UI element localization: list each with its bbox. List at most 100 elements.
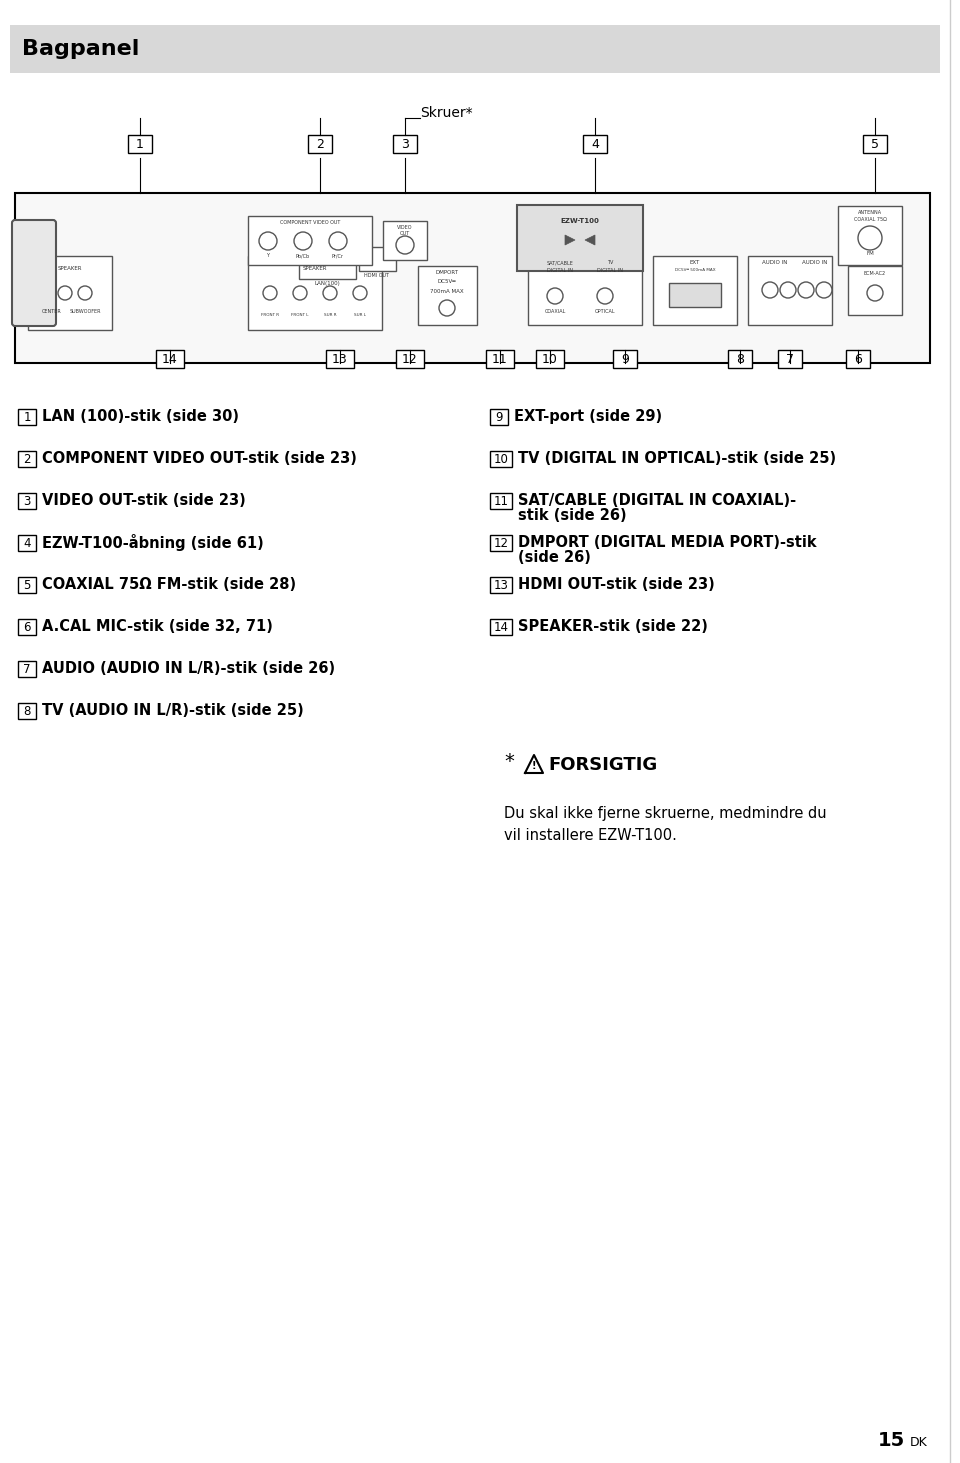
Text: 12: 12 (402, 353, 418, 366)
Text: SPEAKER: SPEAKER (302, 266, 327, 271)
Circle shape (780, 282, 796, 298)
Text: vil installere EZW-T100.: vil installere EZW-T100. (504, 828, 677, 843)
Text: 700mA MAX: 700mA MAX (430, 290, 464, 294)
Text: DMPORT: DMPORT (436, 271, 459, 275)
FancyBboxPatch shape (393, 135, 417, 154)
Text: LAN (100)-stik (side 30): LAN (100)-stik (side 30) (42, 408, 239, 423)
Text: 2: 2 (316, 138, 324, 151)
FancyBboxPatch shape (128, 135, 152, 154)
FancyBboxPatch shape (613, 350, 637, 369)
Text: SPEAKER-stik (side 22): SPEAKER-stik (side 22) (518, 619, 708, 633)
FancyBboxPatch shape (10, 25, 940, 73)
FancyBboxPatch shape (396, 350, 424, 369)
FancyBboxPatch shape (490, 619, 512, 635)
Text: ECM-AC2: ECM-AC2 (864, 271, 886, 277)
Text: stik (side 26): stik (side 26) (518, 508, 627, 522)
Text: OPTICAL: OPTICAL (594, 309, 615, 315)
Text: 10: 10 (542, 353, 558, 366)
FancyBboxPatch shape (326, 350, 354, 369)
Text: Skruer*: Skruer* (420, 105, 472, 120)
FancyBboxPatch shape (28, 256, 112, 331)
Text: 12: 12 (493, 537, 509, 550)
FancyBboxPatch shape (418, 266, 477, 325)
Text: 11: 11 (492, 353, 508, 366)
Text: FM: FM (866, 252, 874, 256)
FancyBboxPatch shape (528, 256, 642, 325)
FancyBboxPatch shape (728, 350, 752, 369)
Text: OUT: OUT (400, 231, 410, 236)
Text: SAT/CABLE (DIGITAL IN COAXIAL)-: SAT/CABLE (DIGITAL IN COAXIAL)- (518, 493, 796, 508)
Text: 6: 6 (854, 353, 862, 366)
FancyBboxPatch shape (308, 135, 332, 154)
FancyBboxPatch shape (778, 350, 802, 369)
Circle shape (798, 282, 814, 298)
Text: HDMI OUT: HDMI OUT (365, 274, 390, 278)
FancyBboxPatch shape (583, 135, 607, 154)
Text: 9: 9 (621, 353, 629, 366)
Text: FORSIGTIG: FORSIGTIG (548, 756, 658, 774)
Text: 15: 15 (877, 1431, 905, 1450)
FancyBboxPatch shape (18, 410, 36, 424)
Circle shape (329, 233, 347, 250)
Text: 3: 3 (401, 138, 409, 151)
Circle shape (78, 285, 92, 300)
Text: TV (DIGITAL IN OPTICAL)-stik (side 25): TV (DIGITAL IN OPTICAL)-stik (side 25) (518, 451, 836, 465)
Text: DC5V═ 500mA MAX: DC5V═ 500mA MAX (675, 268, 715, 272)
FancyBboxPatch shape (18, 576, 36, 593)
FancyBboxPatch shape (299, 238, 356, 279)
Text: LAN(100): LAN(100) (314, 281, 340, 285)
Text: 1: 1 (136, 138, 144, 151)
FancyBboxPatch shape (18, 619, 36, 635)
Circle shape (439, 300, 455, 316)
Text: EZW-T100-åbning (side 61): EZW-T100-åbning (side 61) (42, 534, 264, 550)
Text: 3: 3 (23, 494, 31, 508)
Circle shape (597, 288, 613, 304)
Text: COMPONENT VIDEO OUT: COMPONENT VIDEO OUT (279, 219, 340, 225)
Text: SAT/CABLE: SAT/CABLE (546, 260, 573, 265)
FancyBboxPatch shape (517, 205, 643, 271)
Text: 8: 8 (23, 705, 31, 717)
Text: 7: 7 (786, 353, 794, 366)
Text: COAXIAL 75Ω: COAXIAL 75Ω (853, 217, 886, 222)
Circle shape (396, 236, 414, 255)
Circle shape (858, 225, 882, 250)
Circle shape (547, 288, 563, 304)
Text: 8: 8 (736, 353, 744, 366)
FancyBboxPatch shape (18, 451, 36, 467)
Text: 13: 13 (332, 353, 348, 366)
Text: 14: 14 (493, 620, 509, 633)
Text: 9: 9 (495, 411, 503, 423)
Text: CENTER: CENTER (42, 309, 61, 315)
FancyBboxPatch shape (18, 493, 36, 509)
FancyBboxPatch shape (248, 217, 372, 265)
Text: AUDIO IN: AUDIO IN (762, 260, 788, 265)
Text: COMPONENT VIDEO OUT-stik (side 23): COMPONENT VIDEO OUT-stik (side 23) (42, 451, 357, 465)
Circle shape (58, 285, 72, 300)
Circle shape (323, 285, 337, 300)
FancyBboxPatch shape (536, 350, 564, 369)
Circle shape (816, 282, 832, 298)
Text: COAXIAL: COAXIAL (544, 309, 565, 315)
FancyBboxPatch shape (838, 206, 902, 265)
Text: SUBWOOFER: SUBWOOFER (69, 309, 101, 315)
Text: 6: 6 (23, 620, 31, 633)
Text: DMPORT (DIGITAL MEDIA PORT)-stik: DMPORT (DIGITAL MEDIA PORT)-stik (518, 534, 817, 550)
Text: 5: 5 (23, 578, 31, 591)
Text: SPEAKER: SPEAKER (58, 266, 83, 271)
FancyBboxPatch shape (490, 410, 508, 424)
FancyBboxPatch shape (848, 266, 902, 315)
Text: 14: 14 (162, 353, 178, 366)
FancyBboxPatch shape (490, 451, 512, 467)
Text: TV: TV (607, 260, 613, 265)
Text: FRONT L: FRONT L (291, 313, 309, 317)
Text: 11: 11 (493, 494, 509, 508)
Text: Pr/Cr: Pr/Cr (332, 253, 344, 257)
Text: 7: 7 (23, 663, 31, 676)
Text: A.CAL MIC-stik (side 32, 71): A.CAL MIC-stik (side 32, 71) (42, 619, 273, 633)
FancyBboxPatch shape (18, 535, 36, 552)
FancyBboxPatch shape (18, 661, 36, 677)
Text: 13: 13 (493, 578, 509, 591)
Text: 1: 1 (23, 411, 31, 423)
FancyBboxPatch shape (18, 704, 36, 718)
Text: EXT-port (side 29): EXT-port (side 29) (514, 408, 662, 423)
